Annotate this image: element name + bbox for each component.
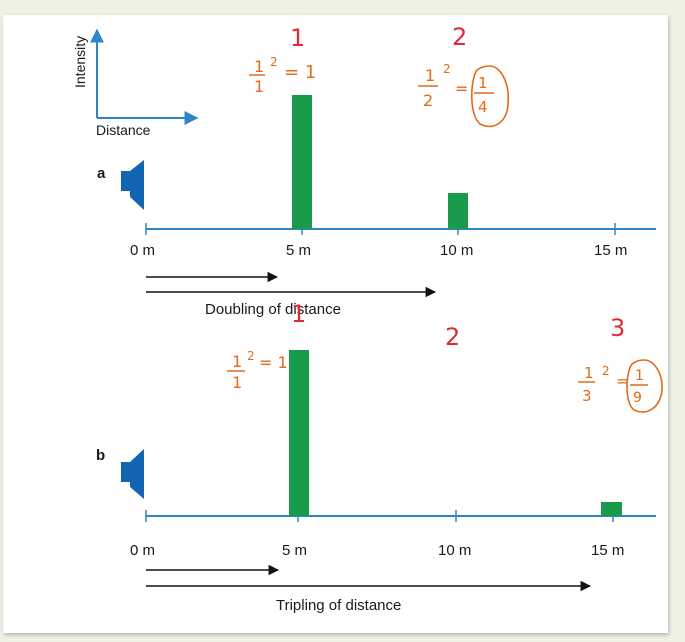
panel-a-hand-num-1: 1 xyxy=(290,24,305,52)
panel-a: a 0 m 5 m 10 m 15 m Doubling of distance… xyxy=(97,23,656,318)
svg-text:3: 3 xyxy=(582,387,592,405)
panel-b: b 0 m 5 m 10 m 15 m Tripling of distance… xyxy=(96,300,663,614)
panel-b-bar-5m xyxy=(289,350,309,516)
speaker-icon xyxy=(121,449,144,499)
svg-text:1: 1 xyxy=(254,77,264,96)
svg-text:1: 1 xyxy=(254,57,264,76)
panel-a-equation-1: 1 1 2 = 1 xyxy=(249,55,316,96)
svg-text:1: 1 xyxy=(635,368,644,384)
svg-text:2: 2 xyxy=(602,364,610,378)
svg-text:2: 2 xyxy=(247,349,255,363)
legend-y-label: Intensity xyxy=(72,36,88,88)
panel-b-equation-1: 1 1 2 = 1 xyxy=(227,349,288,392)
panel-b-tick-label-15: 15 m xyxy=(591,542,624,559)
panel-b-tick-label-10: 10 m xyxy=(438,542,471,559)
panel-b-letter: b xyxy=(96,447,105,464)
svg-text:2: 2 xyxy=(423,91,433,110)
svg-text:1: 1 xyxy=(232,373,242,392)
panel-a-tick-label-5: 5 m xyxy=(286,242,311,259)
svg-text:= 1: = 1 xyxy=(284,62,316,83)
svg-text:9: 9 xyxy=(633,390,642,406)
panel-b-equation-3: 1 3 2 = 1 9 xyxy=(578,359,663,413)
panel-a-tick-label-15: 15 m xyxy=(594,242,627,259)
panel-b-hand-num-1: 1 xyxy=(291,300,306,328)
svg-text:2: 2 xyxy=(443,62,451,76)
svg-text:1: 1 xyxy=(425,66,435,85)
panel-a-equation-2: 1 2 2 = 1 4 xyxy=(418,62,510,128)
svg-text:2: 2 xyxy=(270,55,278,69)
svg-text:4: 4 xyxy=(478,98,488,116)
panel-b-tick-label-5: 5 m xyxy=(282,542,307,559)
panel-b-hand-num-2: 2 xyxy=(445,323,460,351)
panel-a-caption: Doubling of distance xyxy=(205,301,341,318)
panel-a-bar-10m xyxy=(448,193,468,229)
panel-b-hand-num-3: 3 xyxy=(610,314,625,342)
svg-text:= 1: = 1 xyxy=(259,353,288,372)
svg-text:1: 1 xyxy=(478,74,488,92)
panel-b-caption: Tripling of distance xyxy=(276,597,401,614)
panel-a-tick-label-0: 0 m xyxy=(130,242,155,259)
panel-b-bar-15m xyxy=(601,502,622,516)
svg-text:=: = xyxy=(455,79,468,98)
speaker-icon xyxy=(121,160,144,210)
panel-b-tick-label-0: 0 m xyxy=(130,542,155,559)
panel-a-hand-num-2: 2 xyxy=(452,23,467,51)
svg-text:1: 1 xyxy=(584,364,594,382)
legend-axes: Intensity Distance xyxy=(72,28,199,138)
panel-a-letter: a xyxy=(97,165,106,182)
panel-a-bar-5m xyxy=(292,95,312,229)
panel-a-tick-label-10: 10 m xyxy=(440,242,473,259)
svg-text:1: 1 xyxy=(232,352,242,371)
svg-text:=: = xyxy=(616,372,629,390)
legend-x-label: Distance xyxy=(96,122,151,138)
